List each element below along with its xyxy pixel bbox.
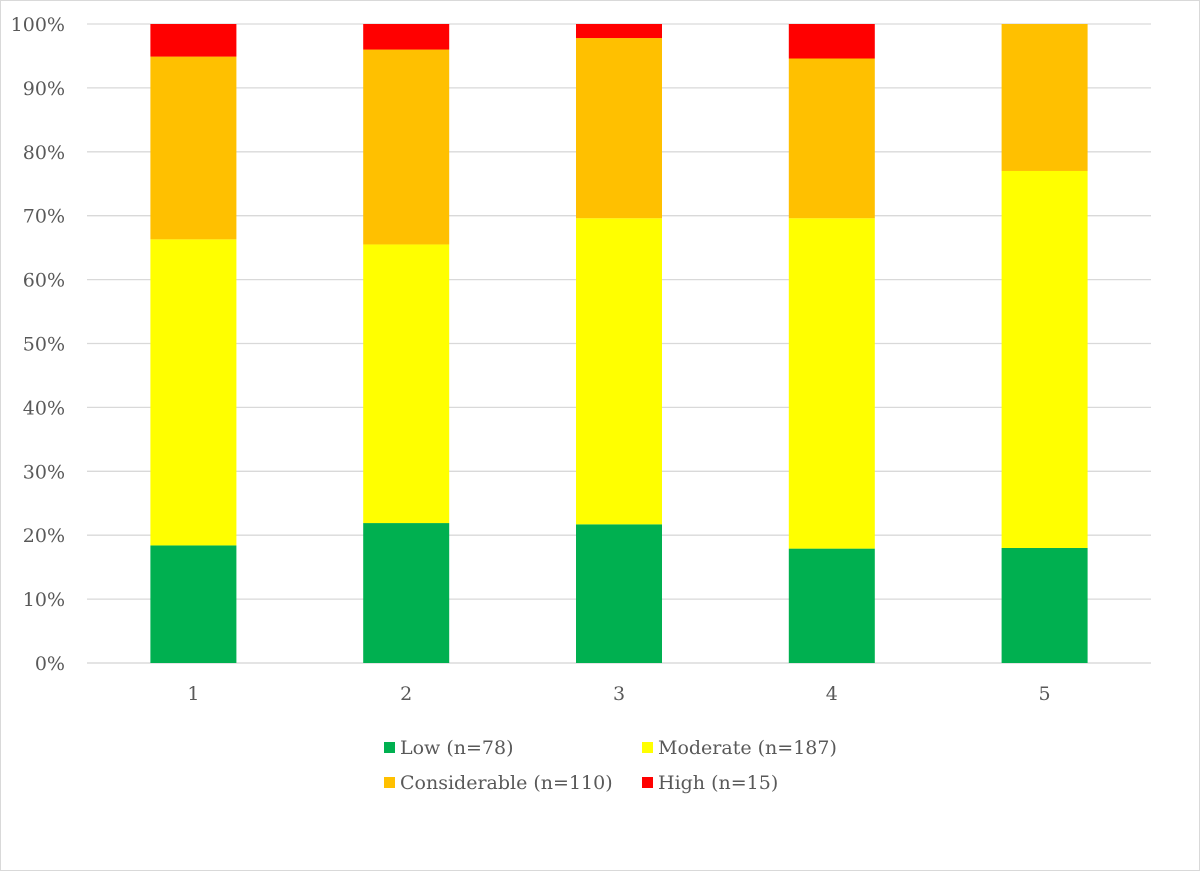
y-tick-label: 50% [23, 334, 65, 356]
y-tick-label: 90% [23, 78, 65, 100]
y-tick-label: 70% [23, 206, 65, 228]
bar-segment [150, 239, 237, 546]
y-tick-label: 20% [23, 525, 65, 547]
legend-swatch [642, 777, 653, 788]
x-tick-label: 2 [400, 683, 412, 705]
bar-segment [363, 24, 450, 50]
y-tick-label: 0% [35, 653, 65, 675]
bar-segment [363, 49, 450, 245]
bar-segment [576, 524, 662, 663]
bar-segment [788, 24, 875, 59]
legend-swatch [384, 742, 395, 753]
legend-label: Moderate (n=187) [658, 737, 837, 759]
x-tick-label: 5 [1039, 683, 1051, 705]
bars [150, 24, 1088, 663]
y-tick-label: 80% [23, 142, 65, 164]
y-tick-label: 100% [11, 14, 65, 36]
bar-segment [576, 218, 662, 525]
y-tick-label: 30% [23, 461, 65, 483]
legend-swatch [642, 742, 653, 753]
bar-segment [363, 523, 450, 663]
bar-segment [150, 56, 237, 240]
bar-segment [788, 58, 875, 219]
y-axis-ticks: 0% 10% 20% 30% 40% 50% 60% 70% 80% 90% 100% [11, 14, 65, 675]
bar-segment [576, 38, 662, 219]
bar-segment [788, 548, 875, 663]
y-tick-label: 10% [23, 589, 65, 611]
legend-label: Low (n=78) [400, 737, 514, 759]
bar-segment [363, 244, 450, 524]
bar-segment [150, 24, 237, 57]
bar-segment [150, 545, 237, 663]
bar-segment [1001, 170, 1088, 548]
y-tick-label: 60% [23, 270, 65, 292]
bar-segment [1001, 547, 1088, 663]
legend-label: Considerable (n=110) [400, 772, 613, 794]
x-axis-ticks: 1 2 3 4 5 [187, 683, 1050, 705]
bar-segment [576, 24, 662, 39]
y-tick-label: 40% [23, 397, 65, 419]
bar-segment [1001, 24, 1088, 171]
x-tick-label: 3 [613, 683, 625, 705]
bar-segment [788, 218, 875, 549]
legend: Low (n=78) Moderate (n=187) Considerable (… [384, 737, 837, 794]
legend-swatch [384, 777, 395, 788]
x-tick-label: 1 [187, 683, 199, 705]
x-tick-label: 4 [826, 683, 838, 705]
legend-label: High (n=15) [658, 772, 778, 794]
